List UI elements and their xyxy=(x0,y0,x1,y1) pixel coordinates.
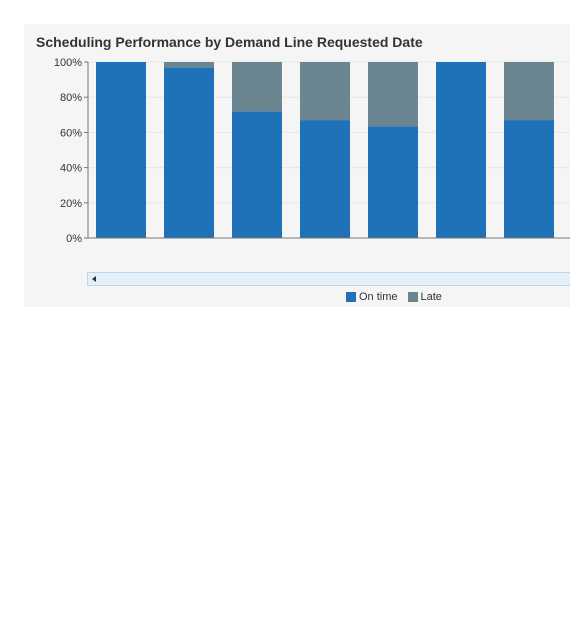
bar-on-time-4[interactable] xyxy=(300,120,350,238)
bar-late-2[interactable] xyxy=(164,62,214,67)
bar-on-time-5[interactable] xyxy=(368,126,418,238)
y-tick-label: 60% xyxy=(60,127,82,139)
chart-panel: Scheduling Performance by Demand Line Re… xyxy=(24,24,570,307)
bar-late-5[interactable] xyxy=(368,62,418,126)
legend-swatch-on-time xyxy=(346,292,356,302)
bar-on-time-3[interactable] xyxy=(232,111,282,238)
bar-late-4[interactable] xyxy=(300,62,350,120)
scroll-left-arrow-icon[interactable] xyxy=(92,276,96,282)
legend: On time Late xyxy=(346,291,452,303)
y-tick-label: 100% xyxy=(54,57,82,69)
bar-on-time-1[interactable] xyxy=(96,62,146,238)
horizontal-scrollbar[interactable] xyxy=(87,272,570,286)
legend-label-late: Late xyxy=(421,291,442,303)
bar-on-time-2[interactable] xyxy=(164,67,214,238)
y-tick-label: 80% xyxy=(60,92,82,104)
bar-on-time-7[interactable] xyxy=(504,120,554,238)
y-axis: 0% 20% 40% 60% 80% 100% xyxy=(54,57,88,245)
bar-chart: 0% 20% 40% 60% 80% 100% xyxy=(24,24,570,269)
y-tick-label: 40% xyxy=(60,163,82,175)
legend-label-on-time: On time xyxy=(359,291,398,303)
y-tick-label: 0% xyxy=(66,233,82,245)
legend-item-late: Late xyxy=(408,291,442,303)
y-tick-label: 20% xyxy=(60,198,82,210)
legend-item-on-time: On time xyxy=(346,291,398,303)
legend-swatch-late xyxy=(408,292,418,302)
bars xyxy=(96,62,554,238)
bar-late-3[interactable] xyxy=(232,62,282,111)
bar-late-7[interactable] xyxy=(504,62,554,120)
bar-on-time-6[interactable] xyxy=(436,62,486,238)
